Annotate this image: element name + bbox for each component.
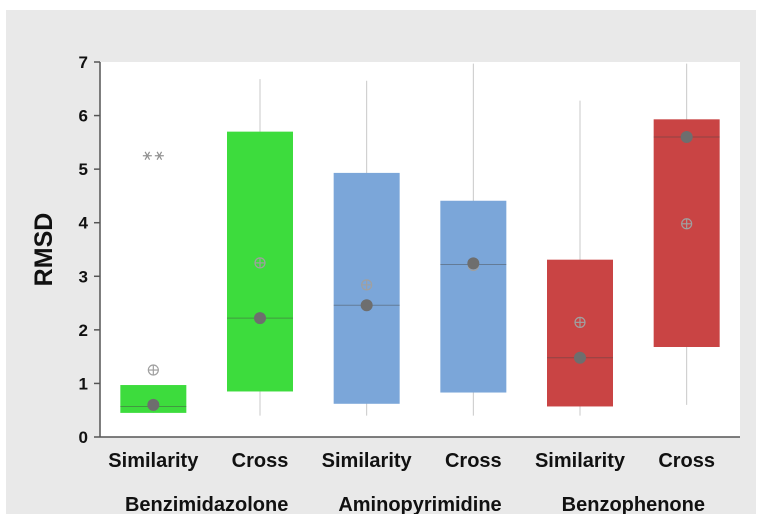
- y-tick-label: 0: [79, 428, 88, 447]
- y-axis-title: RMSD: [30, 213, 58, 287]
- median-marker: [360, 299, 373, 312]
- median-marker: [147, 398, 160, 411]
- y-tick-label: 1: [79, 374, 88, 393]
- y-tick-label: 6: [79, 107, 88, 126]
- y-tick-label: 3: [79, 267, 88, 286]
- category-label: Similarity: [108, 450, 199, 472]
- outlier-marker: [144, 151, 151, 160]
- y-tick-label: 4: [79, 214, 89, 233]
- median-marker: [467, 257, 480, 270]
- category-label: Similarity: [535, 450, 626, 472]
- median-marker: [254, 312, 266, 325]
- box-5: [653, 119, 720, 347]
- y-tick-label: 5: [79, 160, 88, 179]
- group-label: Benzophenone: [562, 494, 705, 514]
- category-label: Cross: [445, 450, 502, 472]
- box-plot-chart: 0 1 2 3 4 5 6 7 RMSD Similarity Cross Similarity Cro…: [30, 53, 740, 514]
- y-tick-label: 2: [79, 321, 88, 340]
- outlier-marker: [156, 151, 163, 160]
- category-label: Similarity: [322, 450, 413, 472]
- group-label: Aminopyrimidine: [338, 494, 501, 514]
- group-label: Benzimidazolone: [125, 494, 288, 514]
- box-3: [440, 200, 507, 393]
- plot-area: [100, 62, 740, 437]
- median-marker: [574, 351, 586, 364]
- category-label: Cross: [658, 450, 715, 472]
- chart-frame: 0 1 2 3 4 5 6 7 RMSD Similarity Cross Similarity Cro…: [6, 10, 756, 514]
- category-label: Cross: [232, 450, 289, 472]
- box-4: [547, 259, 613, 407]
- median-marker: [680, 131, 693, 143]
- y-tick-label: 7: [79, 53, 88, 72]
